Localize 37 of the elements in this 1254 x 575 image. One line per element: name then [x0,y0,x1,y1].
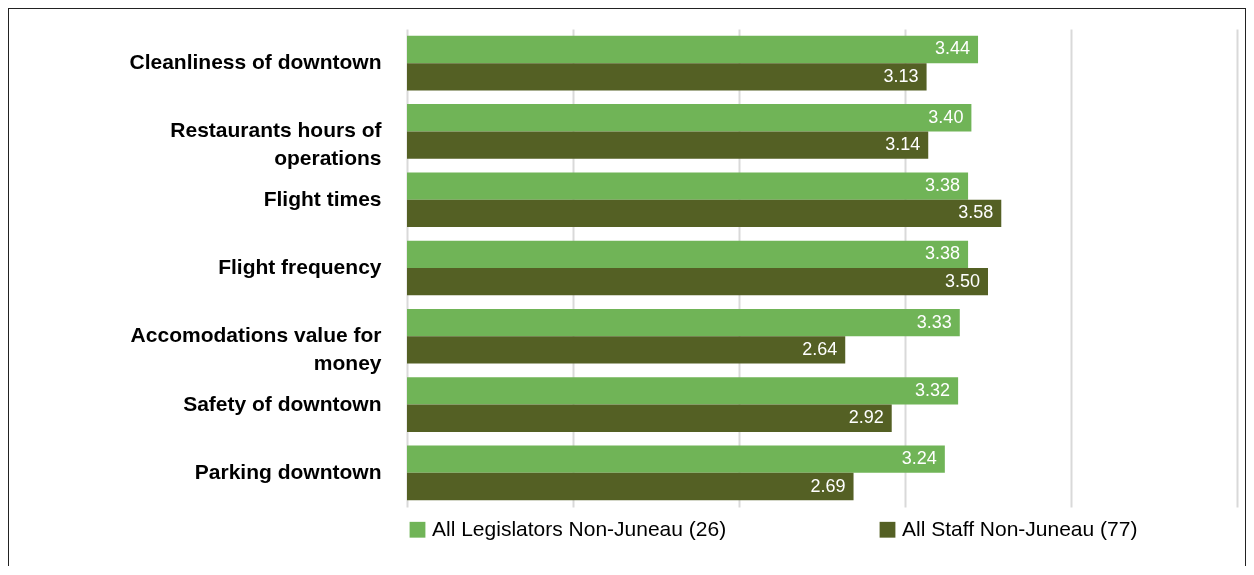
bar [407,336,846,364]
bar [407,104,972,132]
bar [407,63,927,91]
data-label: 3.40 [928,106,964,127]
data-label: 3.38 [925,243,961,264]
data-label: 3.38 [925,175,961,196]
data-label: 3.13 [883,65,919,86]
data-label: 3.50 [944,270,980,291]
y-tick-label: Restaurants hours of operations [170,118,383,170]
bar [407,445,945,473]
data-label: 2.69 [810,475,846,496]
bar [407,240,969,268]
legend-label: All Legislators Non-Juneau (26) [432,516,727,540]
y-tick-label: Parking downtown [194,459,382,483]
data-label: 3.14 [885,134,921,155]
y-tick-label: Safety of downtown [183,391,382,415]
data-label: 2.92 [848,407,884,428]
bar [407,377,959,405]
bar [407,308,960,337]
bar [407,35,979,64]
legend-label: All Staff Non-Juneau (77) [902,516,1138,540]
data-label: 3.32 [915,379,951,400]
y-tick-label: Accomodations value for money [130,323,382,375]
data-label: 3.44 [934,38,971,59]
y-tick-label: Flight times [263,186,382,210]
y-tick-label: Flight frequency [218,255,382,278]
data-label: 3.58 [958,202,994,223]
bar [407,131,929,159]
bar [407,472,854,501]
bar [407,404,892,432]
data-label: 2.64 [802,338,838,359]
data-label: 3.33 [916,311,952,332]
y-tick-label: Cleanliness of downtown [129,50,382,74]
bar [407,268,988,296]
bar [407,199,1002,228]
data-label: 3.24 [901,448,937,469]
bar [407,172,969,200]
